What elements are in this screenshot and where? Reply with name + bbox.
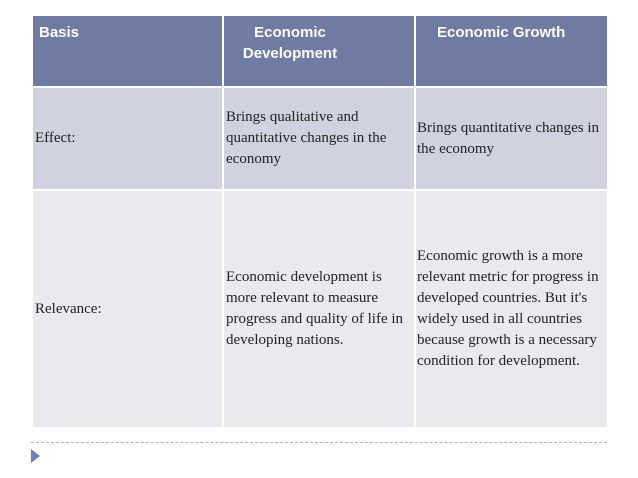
comparison-table-container: Basis Economic Development Economic Grow…	[31, 14, 609, 429]
cell-growth-text: Economic growth is a more relevant metri…	[417, 248, 599, 369]
header-development-label: Economic Development	[242, 24, 338, 62]
table-row-relevance: Relevance: Economic development is more …	[31, 189, 609, 429]
cell-basis: Relevance:	[31, 189, 224, 429]
cell-basis-text: Effect:	[35, 130, 76, 146]
cell-development-text: Brings qualitative and quantitative chan…	[226, 109, 387, 167]
slide-divider	[31, 442, 607, 443]
header-growth-label: Economic Growth	[437, 24, 566, 41]
cell-development: Economic development is more relevant to…	[222, 189, 416, 429]
cell-development-text: Economic development is more relevant to…	[226, 269, 404, 348]
table-row-effect: Effect: Brings qualitative and quantitat…	[31, 86, 609, 191]
cell-growth: Economic growth is a more relevant metri…	[414, 189, 609, 429]
cell-basis: Effect:	[31, 86, 224, 191]
header-economic-development: Economic Development	[222, 14, 416, 88]
cell-growth: Brings quantitative changes in the econo…	[414, 86, 609, 191]
table-header-row: Basis Economic Development Economic Grow…	[31, 14, 609, 88]
triangle-right-icon	[31, 449, 40, 463]
header-basis-label: Basis	[39, 24, 80, 41]
comparison-table: Basis Economic Development Economic Grow…	[31, 14, 609, 429]
header-economic-growth: Economic Growth	[414, 14, 609, 88]
cell-development: Brings qualitative and quantitative chan…	[222, 86, 416, 191]
cell-basis-text: Relevance:	[35, 300, 102, 317]
header-basis: Basis	[31, 14, 224, 88]
cell-growth-text: Brings quantitative changes in the econo…	[417, 119, 600, 157]
